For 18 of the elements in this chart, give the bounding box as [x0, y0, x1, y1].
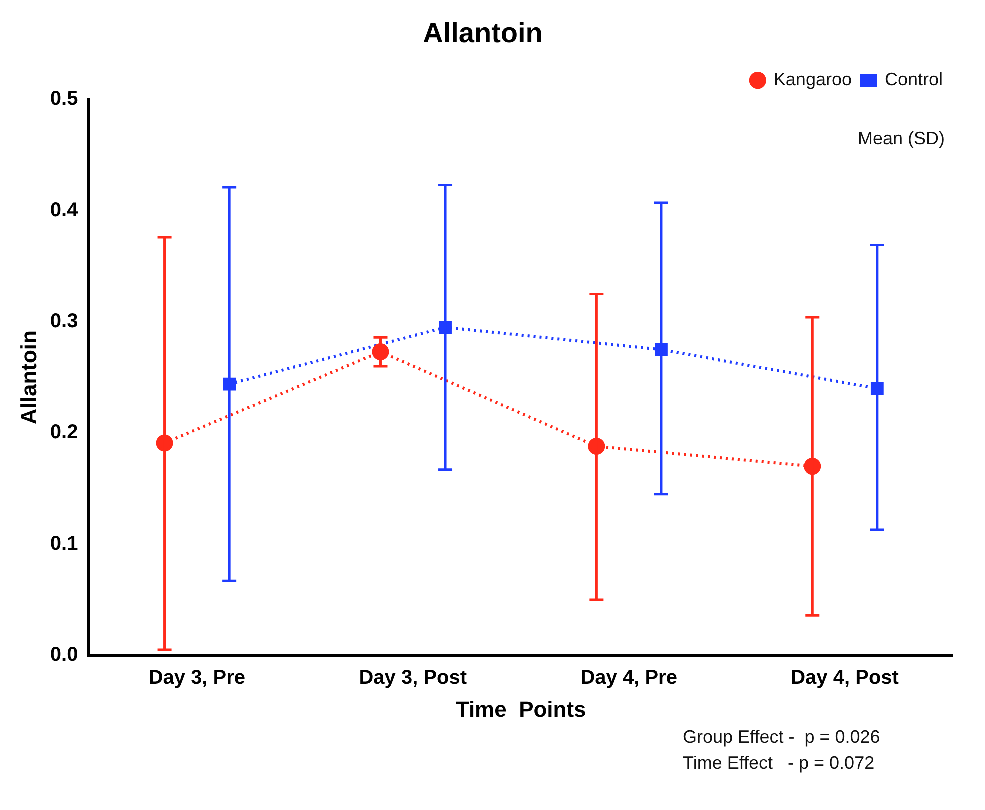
y-tick-label: 0.3	[50, 310, 78, 333]
legend-label: Kangaroo	[774, 70, 852, 90]
y-tick-label: 0.1	[50, 532, 78, 555]
x-axis-title: Time Points	[456, 696, 586, 722]
y-axis-title: Allantoin	[16, 330, 42, 425]
y-tick-label: 0.5	[50, 88, 78, 110]
text: Time Effect - p = 0.072	[683, 752, 875, 773]
legend-label: Control	[884, 70, 944, 90]
text: Group Effect - p = 0.026	[683, 726, 880, 747]
x-tick-label: Day 4, Pre	[580, 667, 678, 690]
y-tick-label: 0.4	[50, 199, 80, 222]
x-tick-label: Day 4, Post	[791, 667, 900, 690]
x-tick-label: Day 3, Pre	[148, 667, 246, 690]
x-tick-label: Day 3, Post	[359, 667, 468, 690]
chart-title: Allantoin	[423, 18, 543, 49]
annotation: Mean (SD)	[858, 128, 946, 149]
y-tick-label: 0.0	[50, 644, 78, 666]
y-tick-label: 0.2	[50, 422, 78, 444]
